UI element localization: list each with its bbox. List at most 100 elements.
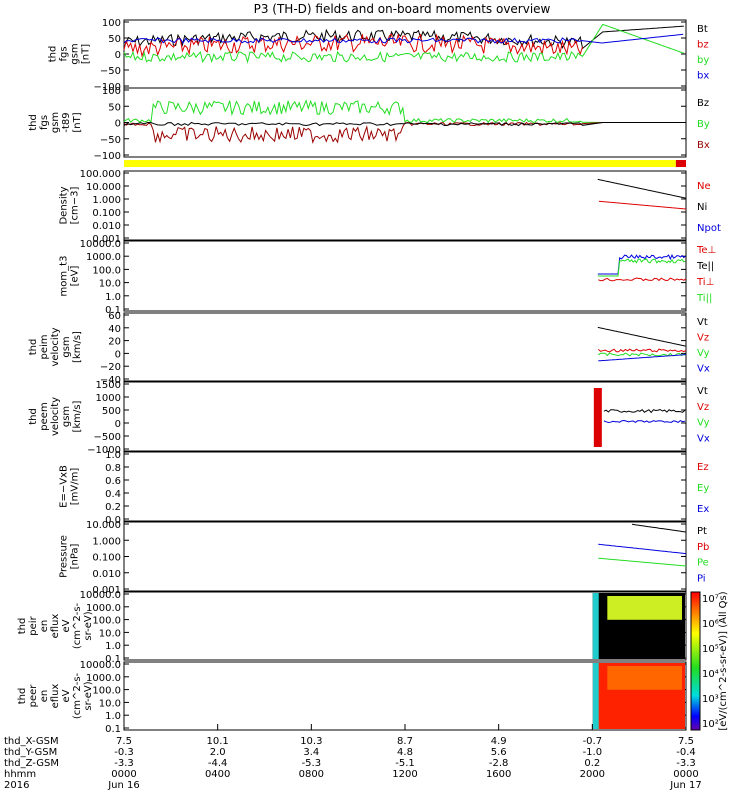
panel-ylabel-line: [nT] [81, 44, 92, 64]
state-bar-segment [124, 160, 676, 167]
ytick-label: 0.6 [105, 476, 121, 487]
colorbar-label: [eV/(cm^2-s-sr-eV)] (All Qs) [718, 591, 729, 730]
xtick-label: -2.8 [489, 758, 509, 769]
trace-vt [603, 408, 686, 414]
panel-ylabel-line: [km/s] [72, 331, 83, 363]
ytick-label: 10.000 [86, 520, 121, 531]
ytick-label: −500 [94, 432, 121, 443]
legend-te||: Te|| [696, 261, 714, 272]
ytick-label: 40 [108, 324, 121, 335]
ytick-label: 0.010 [92, 221, 121, 232]
xtick-label: -5.1 [395, 758, 415, 769]
trace-by [123, 99, 684, 124]
trace-ne [598, 200, 687, 210]
legend-pt: Pt [697, 526, 707, 537]
ytick-label: 0 [115, 419, 121, 430]
panel-ylabel-line: peir [28, 615, 39, 635]
panel-ylabel-line: sr-eV) [83, 681, 94, 710]
xtick-label: 2.0 [210, 747, 226, 758]
ytick-label: −40 [100, 375, 121, 386]
legend-vz: Vz [697, 402, 709, 413]
xtick-label: -1.0 [583, 747, 603, 758]
panels-layer: thdfgsgsm[nT]100500−50−100Btbzbybxthdfgs… [17, 18, 721, 735]
ytick-label: −100 [94, 151, 121, 162]
legend-bt: Bt [697, 24, 708, 35]
panel-ylabel-line: en [39, 690, 50, 703]
panel-ylabel: thdpeimvelocitygsm[km/s] [28, 327, 83, 366]
panel-ylabel-line: eflux [50, 684, 61, 709]
legend-te⊥: Te⊥ [696, 245, 716, 256]
panel-ylabel: mom_t3[eV] [59, 256, 81, 297]
panel-ylabel-line: thd [28, 339, 39, 356]
panel-ylabel-line: en [39, 620, 50, 633]
panel-ylabel-line: [nPa] [70, 543, 81, 569]
xtick-label: -5.3 [302, 758, 322, 769]
panel-fgs-gsm: thdfgsgsm[nT] 100 50 0 −50 −100 Bt bz by bx [48, 18, 710, 93]
ytick-label: 100.0 [92, 616, 121, 627]
legend-vz: Vz [697, 333, 709, 344]
panel-ylabel-line: (cm^2-s- [72, 602, 83, 649]
legend-by: By [697, 119, 710, 130]
ytick-label: 0.4 [105, 489, 121, 500]
colorbar-tick: 10⁷ [702, 594, 719, 605]
panel-ylabel-line: eflux [50, 614, 61, 639]
colorbar-tick: 10² [702, 719, 719, 730]
ytick-label: 0.1 [105, 654, 121, 665]
panel-ylabel-line: [mV/m] [70, 468, 81, 506]
legend-ex: Ex [697, 504, 709, 515]
ytick-label: 0 [115, 119, 121, 130]
panel-ylabel-line: thd [48, 46, 59, 63]
legend-bz: bz [697, 40, 709, 51]
panel-ylabel-line: eV [61, 689, 72, 702]
panel-efield: E=−VxB[mV/m] 1.0 0.8 0.6 0.4 0.2 0.0 Ez Ey Ex [59, 450, 710, 526]
panel-ylabel-line: thd [28, 114, 39, 131]
panel-ylabel-line: gsm [50, 112, 61, 133]
panel-pressure: Pressure[nPa] 10.000 1.000 0.100 0.010 0.001 P… [59, 520, 710, 596]
ytick-label: 1000.0 [86, 673, 121, 684]
panel-ylabel-line: thd [28, 408, 39, 425]
panel-ylabel-line: fgs [59, 46, 70, 61]
trace-te-perp [597, 253, 686, 275]
panel-peir-spec: thdpeirenefluxeV(cm^2-s-sr-eV)10000.0100… [17, 590, 687, 665]
spectrogram-edge [592, 663, 599, 729]
legend-ni: Ni [697, 202, 707, 213]
trace-vy [598, 352, 687, 357]
ytick-label: −100 [94, 82, 121, 93]
ytick-label: 1.0 [105, 711, 121, 722]
trace-vz-burst [593, 388, 602, 447]
ytick-label: 0.100 [92, 553, 121, 564]
ytick-label: 1.000 [92, 195, 121, 206]
panel-ylabel-line: thd [17, 618, 28, 635]
ytick-label: 0.001 [92, 234, 121, 245]
ytick-label: 10000.0 [80, 660, 121, 671]
trace-te-perp [598, 277, 687, 282]
xtick-label: 0800 [299, 769, 324, 780]
legend-bx: Bx [697, 140, 710, 151]
panel-ylabel-line: Pressure [59, 535, 70, 578]
time-axis-row-label: hhmm [4, 769, 36, 780]
xtick-label: 10.3 [300, 736, 322, 747]
panel-ylabel-line: Density [59, 186, 70, 224]
ytick-label: 100 [102, 86, 121, 97]
ytick-label: 0.0 [105, 515, 121, 526]
panel-ylabel-line: E=−VxB [59, 465, 70, 508]
ytick-label: 50 [108, 34, 121, 45]
legend-bz: Bz [697, 98, 709, 109]
ytick-label: 0.1 [105, 305, 121, 316]
time-axis-row-label: thd_Y-GSM [4, 747, 57, 758]
legend-by: by [697, 55, 709, 66]
panel-frame [123, 170, 687, 241]
ytick-label: 100 [102, 18, 121, 29]
ytick-label: 500 [102, 406, 121, 417]
time-axis-row-label: thd_Z-GSM [4, 758, 59, 769]
ytick-label: 100.0 [92, 265, 121, 276]
panel-ylabel: thdfgsgsm[nT] [48, 43, 92, 64]
trace-vx [603, 419, 686, 424]
ytick-label: 1000.0 [86, 603, 121, 614]
time-axis-row-label: thd_X-GSM [4, 736, 59, 747]
panel-ylabel-line: [eV] [70, 266, 81, 287]
panel-ylabel: Density[cm−3] [59, 186, 81, 224]
legend-ey: Ey [697, 483, 709, 494]
